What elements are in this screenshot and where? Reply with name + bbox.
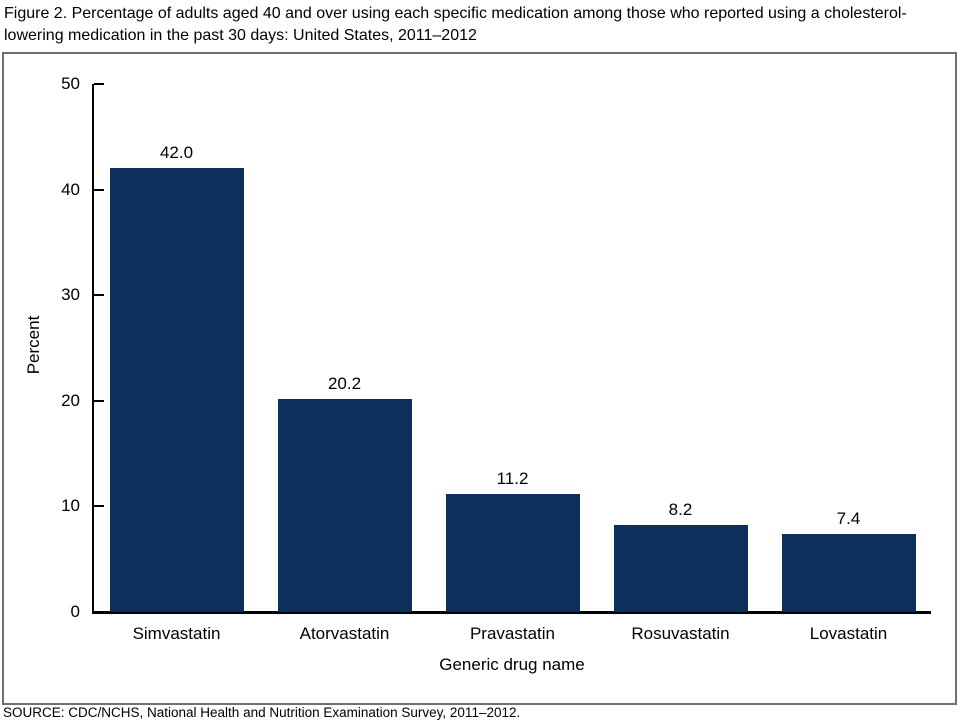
chart-frame [2, 52, 957, 705]
figure-title: Figure 2. Percentage of adults aged 40 a… [4, 5, 907, 44]
y-axis-title: Percent [24, 315, 43, 375]
x-axis-title: Generic drug name [439, 655, 585, 674]
source-note: SOURCE: CDC/NCHS, National Health and Nu… [3, 705, 521, 720]
